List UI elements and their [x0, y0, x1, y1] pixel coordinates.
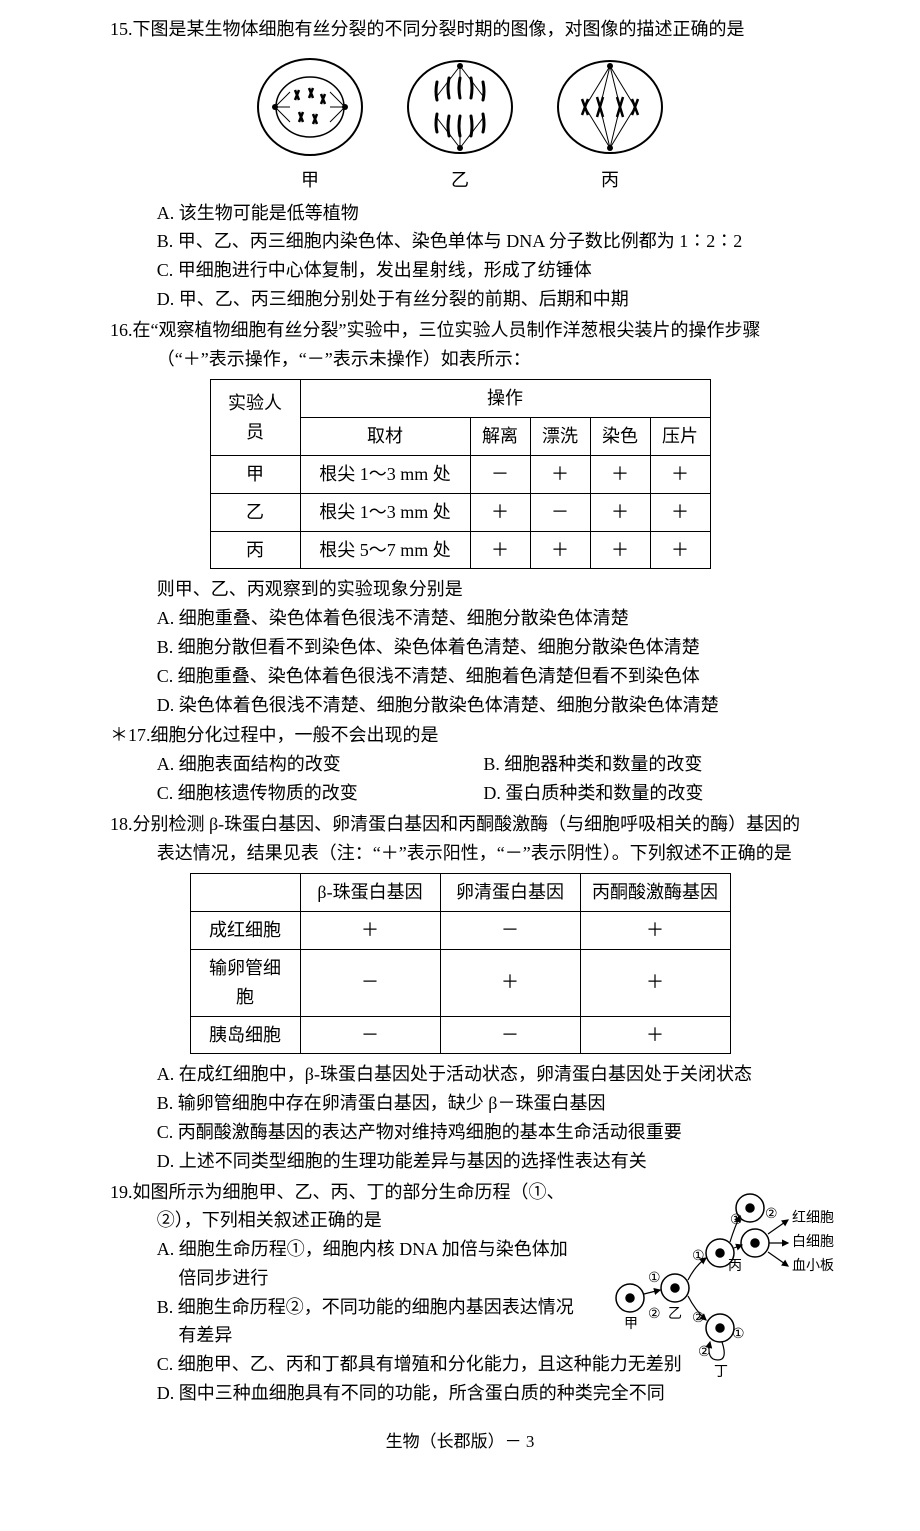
q17-opt-c: C. 细胞核遗传物质的改变	[157, 779, 484, 808]
question-15: 15.下图是某生物体细胞有丝分裂的不同分裂时期的图像，对图像的描述正确的是	[110, 15, 810, 314]
q17-stem: ＊17.细胞分化过程中，一般不会出现的是	[110, 721, 810, 750]
svg-text:①: ①	[648, 1271, 661, 1286]
q17-opt-b: B. 细胞器种类和数量的改变	[483, 750, 810, 779]
q19-text: 如图所示为细胞甲、乙、丙、丁的部分生命历程（①、②），下列相关叙述正确的是	[133, 1182, 565, 1231]
q15-figures: 甲	[110, 52, 810, 195]
question-19: 19.如图所示为细胞甲、乙、丙、丁的部分生命历程（①、②），下列相关叙述正确的是…	[110, 1178, 810, 1408]
question-16: 16.在“观察植物细胞有丝分裂”实验中，三位实验人员制作洋葱根尖装片的操作步骤（…	[110, 316, 810, 720]
q15-fig-bing: 丙	[555, 52, 665, 195]
svg-text:丙: 丙	[728, 1259, 742, 1274]
q19-figure: ① ② ① ② ① ② ① ② 甲 乙 丙 丁 红细胞 白细胞 血小板	[610, 1188, 840, 1387]
q15-fig-yi: 乙	[405, 52, 515, 195]
table-row: 胰岛细胞 － － ＋	[190, 1016, 730, 1054]
table-row: 乙 根尖 1～3 mm 处 ＋ － ＋ ＋	[210, 493, 710, 531]
q15-options: A. 该生物可能是低等植物 B. 甲、乙、丙三细胞内染色体、染色单体与 DNA …	[110, 199, 810, 314]
q18-options: A. 在成红细胞中，β-珠蛋白基因处于活动状态，卵清蛋白基因处于关闭状态 B. …	[110, 1060, 810, 1175]
q18-opt-b: B. 输卵管细胞中存在卵清蛋白基因，缺少 β－珠蛋白基因	[157, 1089, 810, 1118]
cell-lineage-icon: ① ② ① ② ① ② ① ② 甲 乙 丙 丁 红细胞 白细胞 血小板	[610, 1188, 840, 1378]
q15-opt-c: C. 甲细胞进行中心体复制，发出星射线，形成了纺锤体	[157, 256, 810, 285]
page-footer: 生物（长郡版）－ 3	[110, 1428, 810, 1455]
q16-col-3: 染色	[590, 418, 650, 456]
q15-fig-jia: 甲	[255, 52, 365, 195]
svg-text:②: ②	[648, 1307, 661, 1322]
q18-col-3: 丙酮酸激酶基因	[580, 874, 730, 912]
q16-table: 实验人员 操作 取材 解离 漂洗 染色 压片 甲 根尖 1～3 mm 处 － ＋…	[210, 379, 711, 569]
q18-opt-d: D. 上述不同类型细胞的生理功能差异与基因的选择性表达有关	[157, 1147, 810, 1176]
q15-opt-a: A. 该生物可能是低等植物	[157, 199, 810, 228]
q16-col-1: 解离	[470, 418, 530, 456]
question-18: 18.分别检测 β-珠蛋白基因、卵清蛋白基因和丙酮酸激酶（与细胞呼吸相关的酶）基…	[110, 810, 810, 1176]
q16-stem: 16.在“观察植物细胞有丝分裂”实验中，三位实验人员制作洋葱根尖装片的操作步骤（…	[110, 316, 810, 374]
svg-text:①: ①	[730, 1213, 743, 1228]
q15-opt-b: B. 甲、乙、丙三细胞内染色体、染色单体与 DNA 分子数比例都为 1∶2∶2	[157, 227, 810, 256]
q16-col-0: 取材	[300, 418, 470, 456]
svg-text:②: ②	[698, 1345, 711, 1360]
q16-opt-d: D. 染色体着色很浅不清楚、细胞分散染色体清楚、细胞分散染色体清楚	[157, 691, 810, 720]
svg-text:红细胞: 红细胞	[792, 1210, 834, 1226]
q16-options: A. 细胞重叠、染色体着色很浅不清楚、细胞分散染色体清楚 B. 细胞分散但看不到…	[110, 604, 810, 719]
q18-opt-a: A. 在成红细胞中，β-珠蛋白基因处于活动状态，卵清蛋白基因处于关闭状态	[157, 1060, 810, 1089]
cell-metaphase-icon	[555, 52, 665, 162]
q16-post: 则甲、乙、丙观察到的实验现象分别是	[110, 575, 810, 604]
q17-opt-d: D. 蛋白质种类和数量的改变	[483, 779, 810, 808]
question-17: ＊17.细胞分化过程中，一般不会出现的是 A. 细胞表面结构的改变 B. 细胞器…	[110, 721, 810, 807]
svg-text:血小板: 血小板	[792, 1258, 834, 1274]
table-row: 输卵管细胞 － ＋ ＋	[190, 949, 730, 1016]
q18-col-1: β-珠蛋白基因	[300, 874, 440, 912]
table-row: 成红细胞 ＋ － ＋	[190, 912, 730, 950]
q18-stem: 18.分别检测 β-珠蛋白基因、卵清蛋白基因和丙酮酸激酶（与细胞呼吸相关的酶）基…	[110, 810, 810, 868]
table-row: 甲 根尖 1～3 mm 处 － ＋ ＋ ＋	[210, 455, 710, 493]
q17-text: 细胞分化过程中，一般不会出现的是	[151, 725, 439, 745]
svg-text:甲: 甲	[624, 1317, 638, 1332]
q15-fig-label-1: 乙	[451, 166, 469, 195]
q16-col-4: 压片	[650, 418, 710, 456]
q17-opt-a: A. 细胞表面结构的改变	[157, 750, 484, 779]
q15-text: 下图是某生物体细胞有丝分裂的不同分裂时期的图像，对图像的描述正确的是	[133, 19, 745, 39]
q18-opt-c: C. 丙酮酸激酶基因的表达产物对维持鸡细胞的基本生命活动很重要	[157, 1118, 810, 1147]
q18-col-0	[190, 874, 300, 912]
svg-text:乙: 乙	[668, 1306, 682, 1322]
cell-anaphase-icon	[405, 52, 515, 162]
q19-opt-b: B. 细胞生命历程②，不同功能的细胞内基因表达情况有差异	[157, 1293, 580, 1351]
table-row: 丙 根尖 5～7 mm 处 ＋ ＋ ＋ ＋	[210, 531, 710, 569]
svg-text:②: ②	[765, 1207, 778, 1222]
svg-text:①: ①	[692, 1249, 705, 1264]
q16-th-op: 操作	[300, 380, 710, 418]
q17-num: ＊17.	[110, 725, 151, 745]
q18-col-2: 卵清蛋白基因	[440, 874, 580, 912]
q16-th-person: 实验人员	[210, 380, 300, 456]
svg-text:①: ①	[732, 1327, 745, 1342]
svg-text:②: ②	[692, 1311, 705, 1326]
q15-fig-label-0: 甲	[301, 166, 319, 195]
q19-opt-a: A. 细胞生命历程①，细胞内核 DNA 加倍与染色体加倍同步进行	[157, 1235, 580, 1293]
q15-num: 15.	[110, 19, 133, 39]
q18-table: β-珠蛋白基因 卵清蛋白基因 丙酮酸激酶基因 成红细胞 ＋ － ＋ 输卵管细胞 …	[190, 873, 731, 1054]
q18-text: 分别检测 β-珠蛋白基因、卵清蛋白基因和丙酮酸激酶（与细胞呼吸相关的酶）基因的表…	[133, 814, 801, 863]
q15-stem: 15.下图是某生物体细胞有丝分裂的不同分裂时期的图像，对图像的描述正确的是	[110, 15, 810, 44]
q17-options: A. 细胞表面结构的改变 B. 细胞器种类和数量的改变 C. 细胞核遗传物质的改…	[110, 750, 810, 808]
q16-opt-c: C. 细胞重叠、染色体着色很浅不清楚、细胞着色清楚但看不到染色体	[157, 662, 810, 691]
q18-num: 18.	[110, 814, 133, 834]
q16-col-2: 漂洗	[530, 418, 590, 456]
q19-num: 19.	[110, 1182, 133, 1202]
q16-opt-b: B. 细胞分散但看不到染色体、染色体着色清楚、细胞分散染色体清楚	[157, 633, 810, 662]
q16-text: 在“观察植物细胞有丝分裂”实验中，三位实验人员制作洋葱根尖装片的操作步骤（“＋”…	[133, 320, 761, 369]
q16-opt-a: A. 细胞重叠、染色体着色很浅不清楚、细胞分散染色体清楚	[157, 604, 810, 633]
q16-num: 16.	[110, 320, 133, 340]
cell-prophase-icon	[255, 52, 365, 162]
svg-text:丁: 丁	[714, 1365, 728, 1378]
svg-text:白细胞: 白细胞	[792, 1234, 834, 1250]
q15-fig-label-2: 丙	[601, 166, 619, 195]
q15-opt-d: D. 甲、乙、丙三细胞分别处于有丝分裂的前期、后期和中期	[157, 285, 810, 314]
